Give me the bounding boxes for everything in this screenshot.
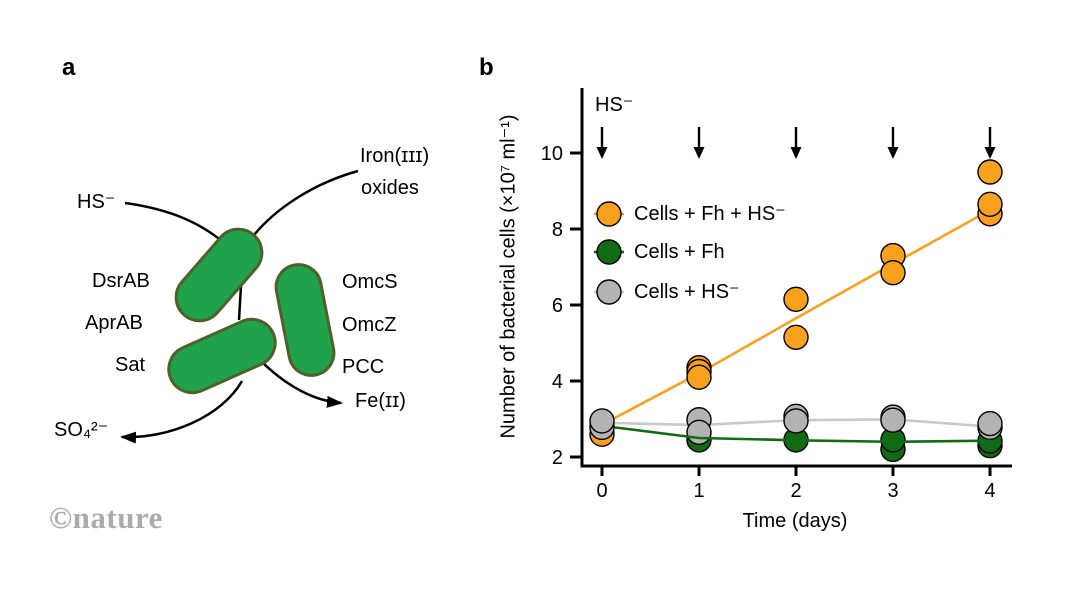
data-point [783, 324, 809, 350]
data-point [880, 260, 906, 286]
hs-dose-arrow-head [984, 147, 996, 159]
legend-marker [596, 239, 622, 265]
x-tick-label: 4 [984, 480, 995, 502]
data-point [686, 419, 712, 445]
legend-label-cells-hs: Cells + HS⁻ [634, 281, 740, 303]
aprab-label: AprAB [85, 312, 143, 334]
bacterial-cell-right [274, 263, 336, 377]
y-tick-label: 2 [552, 447, 563, 469]
panel-a-label: a [62, 54, 76, 81]
data-point [880, 407, 906, 433]
y-axis-title: Number of bacterial cells (×10⁷ ml⁻¹) [497, 114, 520, 439]
hs-label: HS⁻ [77, 191, 116, 213]
legend-label-cells-fh: Cells + Fh [634, 241, 725, 263]
x-tick-label: 0 [596, 480, 607, 502]
legend-marker [596, 279, 622, 305]
data-point [589, 408, 615, 434]
data-point [783, 286, 809, 312]
fe2-label: Fe(ɪɪ) [355, 390, 406, 412]
x-tick-label: 3 [887, 480, 898, 502]
sat-label: Sat [115, 354, 146, 376]
panel-b-label: b [479, 54, 494, 81]
x-tick-label: 1 [693, 480, 704, 502]
bacterial-cell-top-left [174, 227, 264, 323]
iron-oxides-label-line2: oxides [361, 177, 419, 199]
hs-dosing-annotation: HS⁻ [595, 94, 634, 116]
data-point [977, 410, 1003, 437]
sulfate-arrow [120, 380, 244, 444]
axes [580, 88, 1012, 468]
legend-label-cells-fh-hs: Cells + Fh + HS⁻ [634, 203, 786, 225]
growth-chart: 2 4 6 8 10 0 1 2 3 4 [541, 88, 1012, 502]
y-tick-label: 8 [552, 219, 563, 241]
hs-dose-arrow-head [693, 147, 705, 159]
sulfate-label: SO₄²⁻ [54, 419, 109, 441]
dsrab-label: DsrAB [92, 270, 150, 292]
legend-marker [596, 201, 622, 227]
hs-dose-arrow-head [887, 147, 899, 159]
omcz-label: OmcZ [342, 314, 397, 336]
nature-watermark: ©nature [49, 500, 163, 535]
data-point [977, 191, 1003, 218]
y-tick-label: 6 [552, 295, 563, 317]
hs-dose-arrow-head [790, 147, 802, 159]
trend-line-cells-fh [614, 426, 991, 444]
data-point [783, 408, 809, 434]
fe2-arrow [259, 359, 343, 408]
iron-oxides-curve [249, 169, 359, 241]
trend-line-cells-fh-hs [601, 208, 991, 426]
cell-diagram [120, 169, 359, 444]
omcs-label: OmcS [342, 271, 398, 293]
bacterial-cell-bottom-left [167, 317, 277, 395]
data-point [686, 364, 712, 390]
y-tick-label: 10 [541, 143, 563, 165]
x-axis-title: Time (days) [742, 510, 848, 532]
hs-dose-arrow-head [596, 147, 608, 159]
data-point [977, 159, 1003, 185]
pcc-label: PCC [342, 356, 385, 378]
y-tick-label: 4 [552, 371, 563, 393]
x-tick-label: 2 [790, 480, 801, 502]
iron-oxides-label-line1: Iron(ɪɪɪ) [360, 145, 430, 167]
